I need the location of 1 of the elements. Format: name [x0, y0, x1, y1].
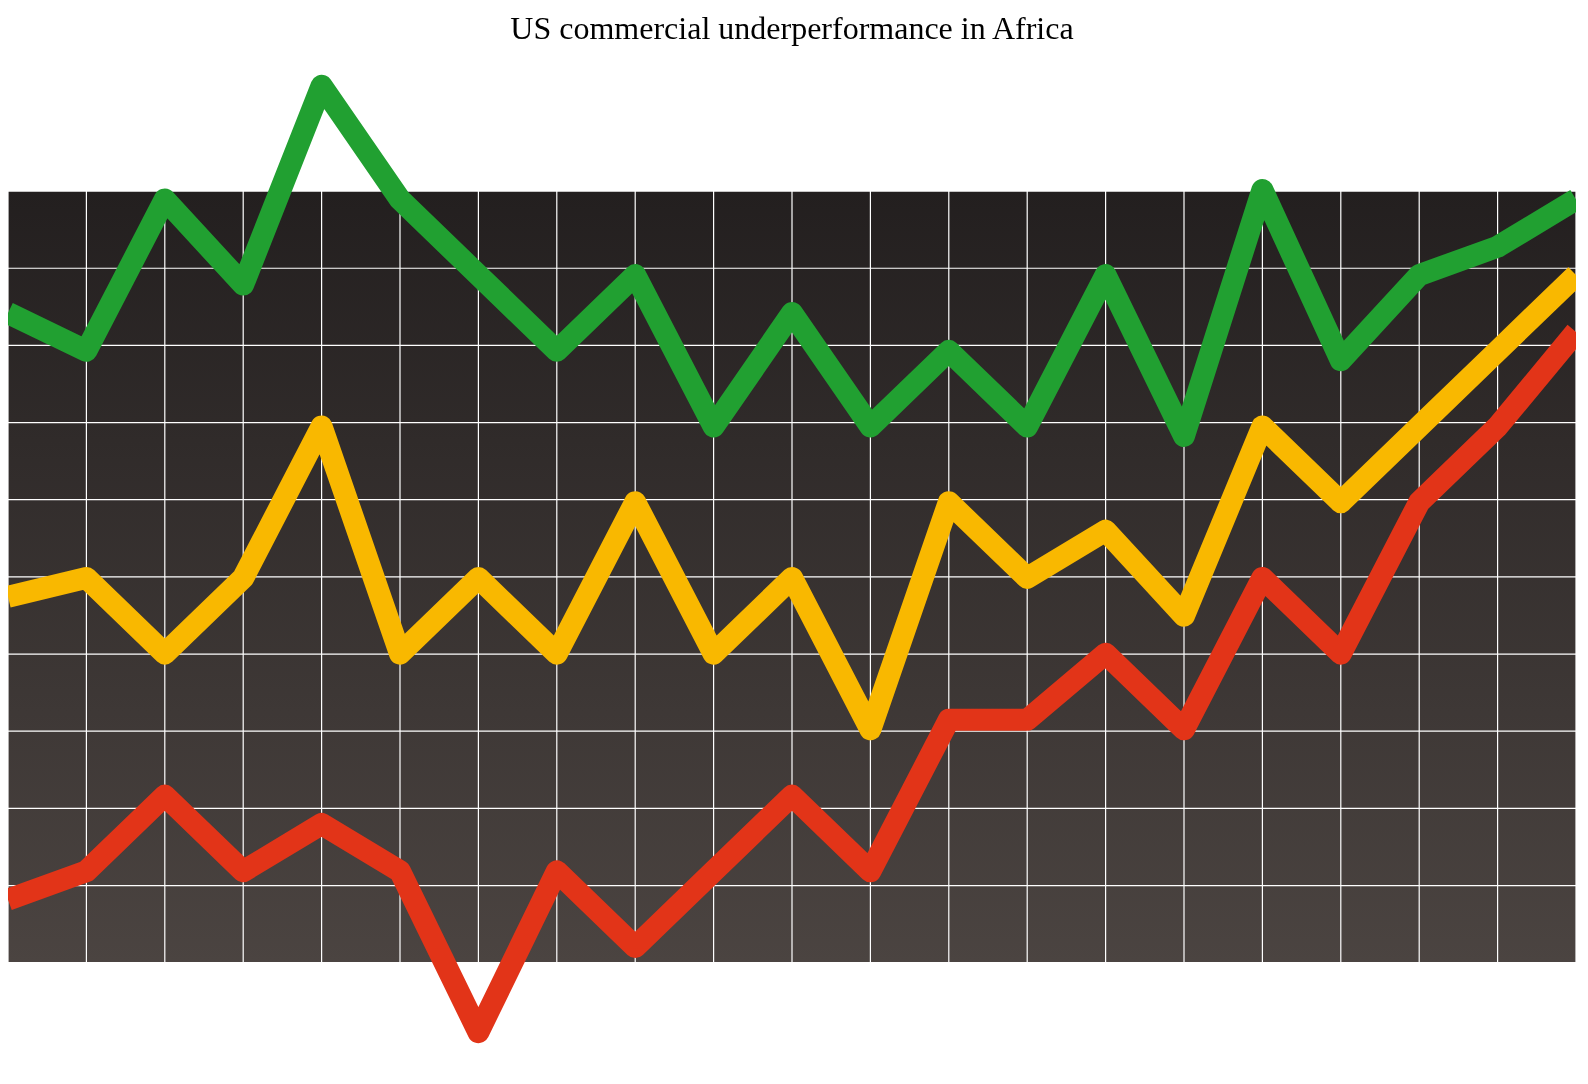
chart-title: US commercial underperformance in Africa	[509, 9, 1075, 48]
